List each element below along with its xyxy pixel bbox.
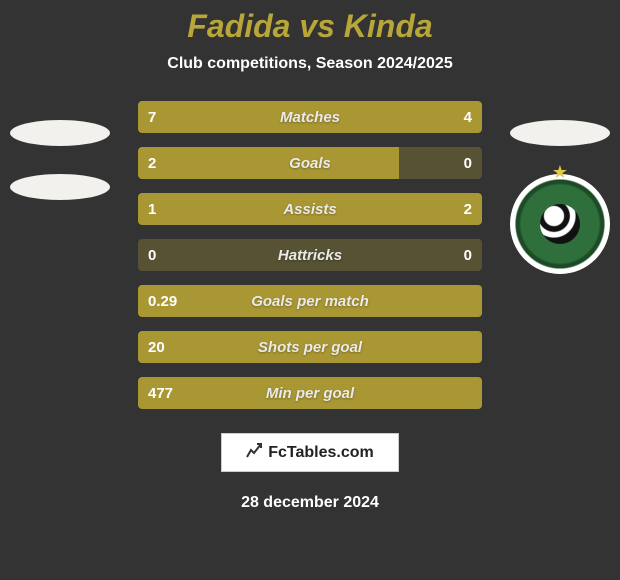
stat-row: Goals per match0.29 <box>138 285 482 317</box>
chart-icon <box>246 442 262 463</box>
stat-value-left: 20 <box>148 331 165 363</box>
stat-label: Goals per match <box>138 285 482 317</box>
stat-value-left: 7 <box>148 101 156 133</box>
stat-value-right: 0 <box>464 239 472 271</box>
stat-value-right: 2 <box>464 193 472 225</box>
stat-row: Hattricks0 0 <box>138 239 482 271</box>
stat-label: Goals <box>138 147 482 179</box>
stats-list: Matches74Goals20Assists12Hattricks00Goal… <box>138 101 482 423</box>
stat-value-left: 2 <box>148 147 156 179</box>
stat-row: Shots per goal20 <box>138 331 482 363</box>
stat-label: Assists <box>138 193 482 225</box>
player-left-club-placeholder <box>10 174 110 200</box>
player-right-avatar-placeholder <box>510 120 610 146</box>
stat-value-right: 0 <box>464 147 472 179</box>
fctables-attribution[interactable]: FcTables.com <box>221 433 399 472</box>
comparison-card: Fadida vs Kinda Club competitions, Seaso… <box>0 0 620 580</box>
date-label: 28 december 2024 <box>241 494 379 512</box>
stat-label: Hattricks <box>138 239 482 271</box>
stat-row: Assists1 2 <box>138 193 482 225</box>
stat-label: Min per goal <box>138 377 482 409</box>
stat-row: Matches7 4 <box>138 101 482 133</box>
page-title: Fadida vs Kinda <box>187 8 432 45</box>
stat-row: Goals2 0 <box>138 147 482 179</box>
stat-value-left: 477 <box>148 377 173 409</box>
maccabi-haifa-crest-icon: ★ <box>510 174 610 274</box>
stat-value-left: 0 <box>148 239 156 271</box>
player-right-badges: ★ <box>506 120 614 274</box>
stat-label: Matches <box>138 101 482 133</box>
soccer-ball-icon <box>540 204 580 244</box>
stat-label: Shots per goal <box>138 331 482 363</box>
star-icon: ★ <box>552 162 568 183</box>
player-left-avatar-placeholder <box>10 120 110 146</box>
page-subtitle: Club competitions, Season 2024/2025 <box>167 55 452 73</box>
fctables-label: FcTables.com <box>268 444 374 462</box>
stat-row: Min per goal477 <box>138 377 482 409</box>
stat-value-left: 1 <box>148 193 156 225</box>
player-left-badges <box>6 120 114 228</box>
stat-value-right: 4 <box>464 101 472 133</box>
stat-value-left: 0.29 <box>148 285 177 317</box>
